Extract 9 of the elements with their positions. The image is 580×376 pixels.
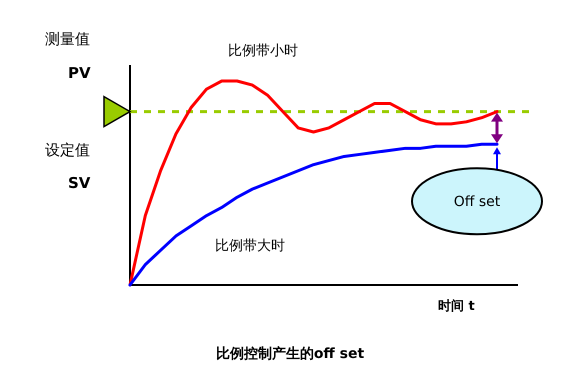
series-label: 比例带大时 <box>215 238 285 254</box>
annotation: Off set <box>454 194 501 210</box>
y-axis-title: 测量值 <box>45 30 90 48</box>
x-axis-title: 时间 t <box>438 299 475 314</box>
text: PV <box>68 64 91 82</box>
series-label: 比例带小时 <box>228 43 298 59</box>
text: 比例控制产生的off set <box>216 345 364 362</box>
text: SV <box>68 174 91 192</box>
text: 设定值 <box>45 141 90 159</box>
